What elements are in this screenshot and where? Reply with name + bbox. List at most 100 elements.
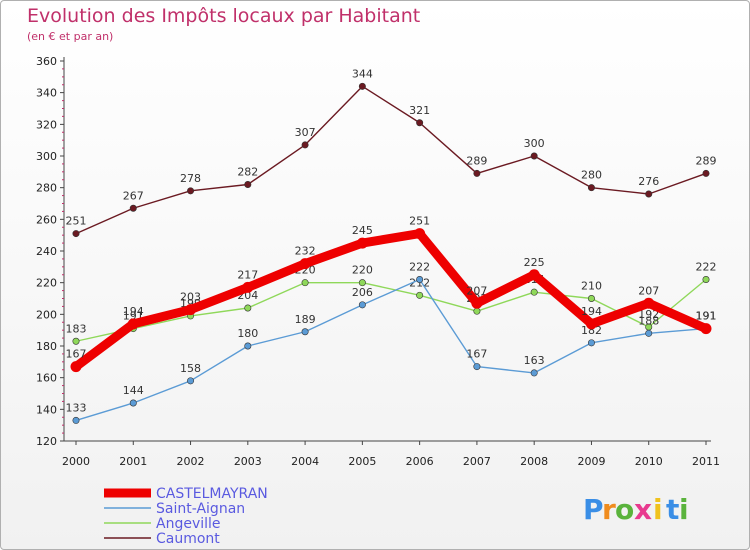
data-label-castelmayran: 232: [295, 245, 316, 258]
data-point-saint-aignan: [416, 275, 424, 283]
data-label-saint-aignan: 189: [295, 313, 316, 326]
series-line-saint-aignan: [75, 278, 707, 422]
brand-logo-letter: i: [679, 493, 689, 526]
data-point-angeville: [416, 291, 424, 299]
data-label-saint-aignan: 167: [466, 348, 487, 361]
x-tick-label: 2007: [463, 455, 491, 468]
data-label-caumont: 267: [123, 189, 144, 202]
data-label-angeville: 183: [66, 322, 87, 335]
x-tick-label: 2002: [177, 455, 205, 468]
x-tick-label: 2010: [635, 455, 663, 468]
data-label-caumont: 289: [466, 154, 487, 167]
data-point-caumont: [587, 184, 595, 192]
y-tick-label: 200: [36, 308, 57, 321]
data-point-castelmayran: [299, 258, 311, 270]
data-point-angeville: [72, 337, 80, 345]
data-label-caumont: 276: [638, 175, 659, 188]
legend-label-caumont: Caumont: [156, 531, 220, 547]
data-label-angeville: 192: [638, 308, 659, 321]
legend-label-saint-aignan: Saint-Aignan: [156, 501, 245, 517]
data-label-castelmayran: 207: [638, 284, 659, 297]
data-point-angeville: [587, 294, 595, 302]
data-point-castelmayran: [700, 323, 712, 335]
data-label-caumont: 251: [66, 215, 87, 228]
brand-logo-letter: i: [653, 493, 663, 526]
x-tick-label: 2001: [119, 455, 147, 468]
data-label-angeville: 210: [581, 280, 602, 293]
brand-logo-letter: r: [602, 493, 616, 526]
data-point-castelmayran: [585, 318, 597, 330]
y-tick-label: 320: [36, 118, 57, 131]
data-point-caumont: [72, 230, 80, 238]
data-point-angeville: [301, 279, 309, 287]
x-tick-label: 2011: [692, 455, 720, 468]
x-tick-label: 2000: [62, 455, 90, 468]
data-point-caumont: [301, 141, 309, 149]
data-point-castelmayran: [528, 269, 540, 281]
brand-logo-letter: P: [583, 493, 604, 526]
data-point-saint-aignan: [530, 369, 538, 377]
x-tick-label: 2009: [577, 455, 605, 468]
data-point-castelmayran: [643, 297, 655, 309]
data-label-saint-aignan: 144: [123, 384, 144, 397]
data-label-castelmayran: 194: [581, 305, 602, 318]
data-label-saint-aignan: 133: [66, 401, 87, 414]
data-point-saint-aignan: [129, 399, 137, 407]
data-point-caumont: [702, 169, 710, 177]
data-label-castelmayran: 191: [696, 310, 717, 323]
data-label-caumont: 300: [524, 137, 545, 150]
data-label-saint-aignan: 180: [237, 327, 258, 340]
data-point-caumont: [416, 119, 424, 127]
x-tick-label: 2008: [520, 455, 548, 468]
data-label-castelmayran: 225: [524, 256, 545, 269]
data-point-caumont: [129, 204, 137, 212]
data-point-caumont: [645, 190, 653, 198]
y-tick-label: 120: [36, 435, 57, 448]
data-point-angeville: [244, 304, 252, 312]
y-tick-label: 160: [36, 372, 57, 385]
x-tick-label: 2005: [348, 455, 376, 468]
data-point-caumont: [530, 152, 538, 160]
y-tick-label: 140: [36, 403, 57, 416]
data-label-saint-aignan: 163: [524, 354, 545, 367]
data-label-castelmayran: 203: [180, 291, 201, 304]
data-point-saint-aignan: [187, 377, 195, 385]
y-tick-label: 240: [36, 245, 57, 258]
data-label-castelmayran: 251: [409, 215, 430, 228]
data-point-castelmayran: [356, 237, 368, 249]
brand-logo-letter: t: [666, 493, 679, 526]
data-label-caumont: 321: [409, 104, 430, 117]
data-label-saint-aignan: 158: [180, 362, 201, 375]
data-point-saint-aignan: [358, 301, 366, 309]
data-point-saint-aignan: [473, 363, 481, 371]
data-label-angeville: 222: [696, 261, 717, 274]
data-point-saint-aignan: [72, 416, 80, 424]
data-point-angeville: [530, 288, 538, 296]
data-point-angeville: [473, 307, 481, 315]
y-tick-label: 300: [36, 150, 57, 163]
legend-label-angeville: Angeville: [156, 516, 221, 532]
data-point-castelmayran: [242, 281, 254, 293]
y-tick-label: 280: [36, 182, 57, 195]
data-point-castelmayran: [70, 361, 82, 373]
brand-logo-letter: o: [615, 493, 634, 526]
y-tick-label: 360: [36, 55, 57, 68]
data-label-saint-aignan: 188: [638, 314, 659, 327]
x-tick-label: 2003: [234, 455, 262, 468]
data-point-castelmayran: [414, 228, 426, 240]
data-label-saint-aignan: 182: [581, 324, 602, 337]
data-label-caumont: 278: [180, 172, 201, 185]
data-point-castelmayran: [127, 318, 139, 330]
data-point-angeville: [702, 275, 710, 283]
series-line-caumont: [75, 85, 707, 235]
data-point-angeville: [358, 279, 366, 287]
y-tick-label: 180: [36, 340, 57, 353]
data-label-castelmayran: 194: [123, 305, 144, 318]
series-line-angeville: [75, 278, 707, 342]
chart-title: Evolution des Impôts locaux par Habitant: [27, 5, 421, 27]
data-label-castelmayran: 167: [66, 348, 87, 361]
data-label-caumont: 280: [581, 169, 602, 182]
data-label-castelmayran: 245: [352, 224, 373, 237]
